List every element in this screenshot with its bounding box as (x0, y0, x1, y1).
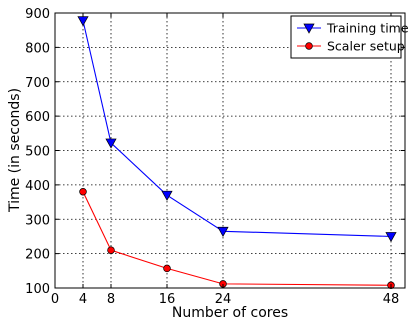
y-tick-label: 400 (25, 179, 50, 194)
y-axis-label: Time (in seconds) (7, 88, 23, 213)
data-point-training-time (385, 232, 397, 243)
data-point-training-time (217, 226, 229, 238)
data-point-scaler-setup (107, 246, 115, 254)
legend-marker-scaler-setup (305, 42, 313, 50)
series-line-scaler-setup (82, 191, 392, 286)
data-point-training-time (77, 16, 89, 27)
data-point-scaler-setup (79, 188, 87, 196)
series-lines (82, 20, 392, 286)
x-tick-label: 16 (159, 292, 176, 307)
x-tick-label: 0 (51, 292, 59, 307)
x-tick-label: 48 (383, 292, 400, 307)
y-axis-ticks: 100 200 300 400 500 600 700 800 900 (25, 7, 405, 297)
legend: Training time Scaler setup (290, 15, 409, 59)
x-axis-label: Number of cores (172, 305, 288, 321)
legend-box (290, 15, 402, 59)
y-tick-label: 600 (25, 110, 50, 125)
y-tick-label: 800 (25, 41, 50, 56)
y-tick-label: 100 (25, 282, 50, 297)
legend-label-training-time: Training time (326, 21, 409, 36)
x-tick-label: 8 (107, 292, 115, 307)
data-point-training-time (105, 138, 117, 149)
x-axis-ticks: 0 4 8 16 24 48 (51, 13, 399, 307)
y-tick-label: 900 (25, 7, 50, 22)
legend-label-scaler-setup: Scaler setup (327, 39, 405, 54)
data-point-scaler-setup (163, 264, 171, 273)
x-tick-label: 4 (79, 292, 87, 307)
y-tick-label: 200 (25, 248, 50, 263)
x-tick-label: 24 (215, 292, 232, 307)
y-tick-label: 500 (25, 145, 50, 160)
y-tick-label: 700 (25, 76, 50, 91)
y-tick-label: 300 (25, 213, 50, 228)
series-markers (77, 16, 397, 290)
legend-marker-training-time (303, 23, 315, 34)
data-point-training-time (161, 190, 173, 201)
